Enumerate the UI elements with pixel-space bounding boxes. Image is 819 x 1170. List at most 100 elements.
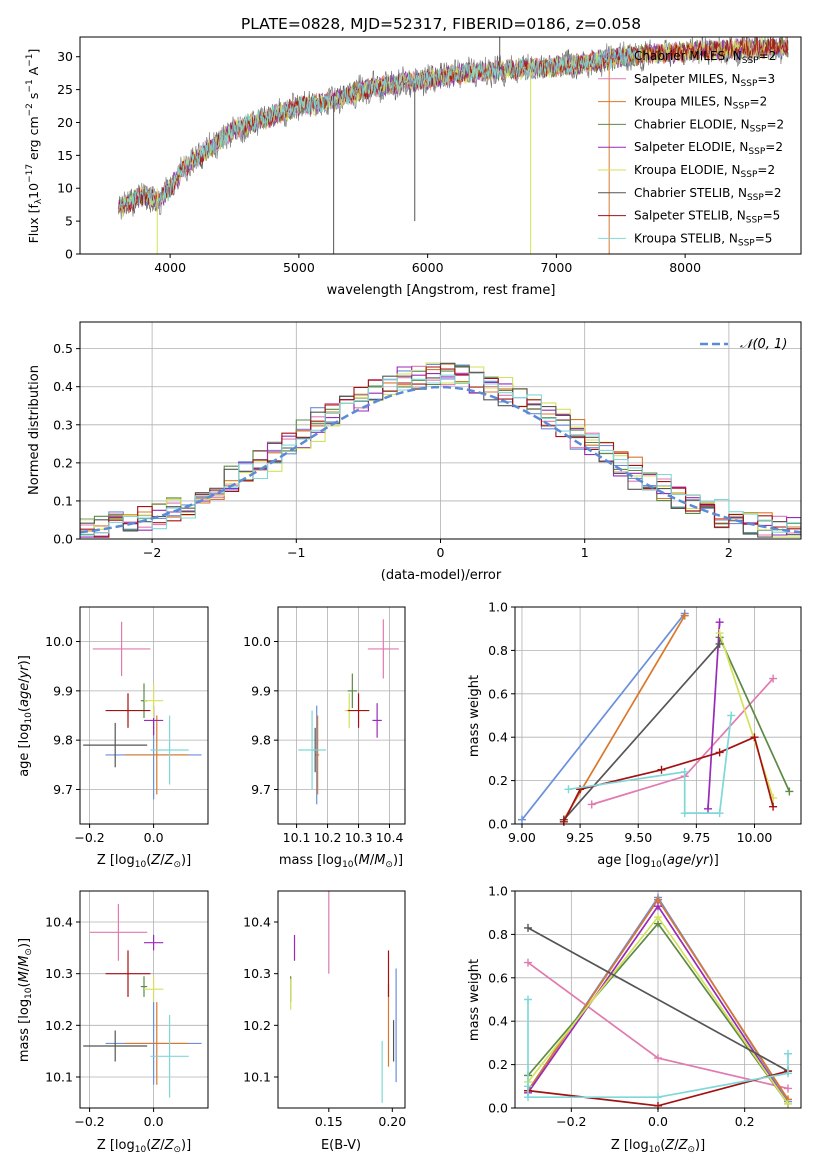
weight-z-ytick-label: 0.2 [488, 1057, 508, 1072]
spectrum-xtick-label: 8000 [669, 260, 701, 275]
weight-z-marker [524, 958, 532, 967]
residuals-ytick-label: 0.4 [53, 379, 73, 394]
weight-age-frame [514, 606, 802, 825]
weight-age-series-line [521, 612, 686, 821]
age-z-ytick-label: 9.7 [53, 782, 73, 797]
age-mass-panel: 10.1 10.2 10.3 10.4 9.7 9.8 9.9 10.0 mass [log1… [243, 606, 406, 870]
weight-age-marker [680, 611, 689, 620]
age-mass-ytick-label: 9.9 [251, 683, 271, 698]
weight-z-marker [784, 1084, 792, 1093]
age-z-frame [79, 606, 209, 825]
mass-z-xtick-label: −0.2 [74, 1114, 104, 1129]
spectrum-ytick-label: 10 [57, 181, 73, 196]
legend-label-sub: SSP [738, 238, 755, 248]
age-mass-xlabel: mass [log10(M/M⊙)] [279, 853, 403, 870]
weight-age-marker [715, 618, 724, 627]
residuals-plot-area [80, 362, 801, 538]
weight-age-marker [715, 639, 724, 648]
weight-z-marker [784, 1049, 792, 1058]
weight-age-marker [715, 748, 724, 757]
mass-z-axes: −0.2 0.0 10.1 10.2 10.3 10.4 [45, 915, 163, 1130]
weight-age-plot-area [517, 609, 794, 826]
residuals-ytick-label: 0.5 [53, 341, 73, 356]
mass-z-ytick-label: 10.4 [45, 915, 73, 930]
age-z-ytick-label: 10.0 [45, 634, 73, 649]
weight-z-ytick-label: 0.6 [488, 970, 508, 985]
legend-label-n: =2 [750, 95, 768, 109]
weight-age-marker [657, 765, 666, 774]
mass-ebv-ytick-label: 10.3 [243, 966, 271, 981]
residuals-ytick-label: 0.3 [53, 417, 73, 432]
legend-label: Chabrier STELIB, NSSP=2 [634, 186, 782, 203]
weight-age-marker [727, 711, 736, 720]
residuals-xtick-label: −1 [287, 545, 305, 560]
weight-age-ytick-label: 0.0 [488, 817, 508, 832]
legend-label-n: =2 [757, 163, 775, 177]
mass-ebv-ytick-label: 10.4 [243, 915, 271, 930]
spectrum-axes: 4000 5000 6000 7000 8000 0 5 10 15 20 25 30 [57, 49, 701, 275]
legend-label-sub: SSP [741, 79, 758, 89]
mass-ebv-ytick-label: 10.2 [243, 1018, 271, 1033]
legend-label-sub: SSP [741, 170, 758, 180]
spectrum-xtick-label: 6000 [412, 260, 444, 275]
weight-age-marker [576, 785, 585, 794]
weight-z-axes: −0.2 0.0 0.2 0.0 0.2 0.4 0.6 0.8 1.0 [488, 884, 755, 1130]
spectrum-ytick-label: 30 [57, 49, 73, 64]
age-mass-axes: 10.1 10.2 10.3 10.4 9.7 9.8 9.9 10.0 [243, 634, 403, 845]
spectrum-xtick-label: 4000 [154, 260, 186, 275]
weight-age-ytick-label: 0.8 [488, 643, 508, 658]
age-z-ylabel: age [log10(age/yr)] [17, 655, 34, 777]
weight-z-marker [524, 923, 532, 932]
mass-z-ytick-label: 10.1 [45, 1070, 73, 1085]
weight-age-marker [769, 674, 778, 683]
weight-age-ytick-label: 1.0 [488, 600, 508, 615]
weight-age-marker [785, 787, 794, 796]
residual-histogram [80, 363, 801, 538]
spectrum-ytick-label: 5 [65, 214, 73, 229]
age-z-xlabel: Z [log10(Z/Z⊙)] [97, 853, 191, 870]
mass-z-frame [79, 890, 209, 1109]
residuals-xtick-label: −2 [143, 545, 161, 560]
age-z-panel: −0.2 0.0 9.7 9.8 9.9 10.0 Z [log10(Z/Z⊙)] age… [17, 606, 209, 870]
weight-age-marker [715, 809, 724, 818]
age-mass-xtick-label: 10.4 [376, 830, 404, 845]
mass-z-grid [80, 891, 208, 1108]
age-z-axes: −0.2 0.0 9.7 9.8 9.9 10.0 [45, 634, 163, 845]
mass-z-ytick-label: 10.2 [45, 1018, 73, 1033]
mass-z-xtick-label: 0.0 [144, 1114, 164, 1129]
age-mass-plot-area [298, 619, 399, 805]
legend-label: Salpeter ELODIE, NSSP=2 [634, 140, 783, 157]
age-mass-grid [278, 607, 405, 824]
residuals-ytick-label: 0.0 [53, 532, 73, 547]
weight-z-marker [654, 902, 662, 911]
age-z-xtick-label: 0.0 [144, 830, 164, 845]
weight-z-ytick-label: 0.8 [488, 927, 508, 942]
spectrum-ylabel: Flux [fλ10−17 erg cm−2 s−1 A−1] [25, 49, 44, 244]
weight-z-ytick-label: 0.4 [488, 1014, 508, 1029]
mass-ebv-xtick-label: 0.15 [315, 1114, 343, 1129]
weight-z-marker [524, 1082, 532, 1091]
mass-z-ylabel: mass [log10(M/M⊙)] [17, 938, 34, 1062]
residuals-axes: −2 −1 0 1 2 0.0 0.1 0.2 0.3 0.4 0.5 [53, 341, 733, 560]
legend-label-sub: SSP [733, 102, 750, 112]
weight-age-ylabel: mass weight [467, 675, 482, 757]
age-z-xtick-label: −0.2 [74, 830, 104, 845]
weight-age-marker [587, 800, 596, 809]
weight-z-ytick-label: 0.0 [488, 1101, 508, 1116]
weight-age-marker [564, 785, 573, 794]
spectrum-panel: 4000 5000 6000 7000 8000 0 5 10 15 20 25 30 Chabrie… [25, 36, 802, 298]
weight-age-series-line [563, 736, 774, 823]
weight-age-marker [680, 767, 689, 776]
legend-label-n: =5 [763, 209, 781, 223]
residuals-ytick-label: 0.1 [53, 493, 73, 508]
legend-label-sub: SSP [747, 193, 764, 203]
legend-label-n: =2 [765, 140, 783, 154]
age-mass-xtick-label: 10.1 [283, 830, 311, 845]
weight-z-marker [524, 995, 532, 1004]
legend-label-sub: SSP [742, 56, 759, 66]
legend-label: Kroupa STELIB, NSSP=5 [634, 231, 772, 248]
weight-age-marker [750, 733, 759, 742]
residuals-xtick-label: 0 [437, 545, 445, 560]
weight-z-marker [784, 1099, 792, 1108]
